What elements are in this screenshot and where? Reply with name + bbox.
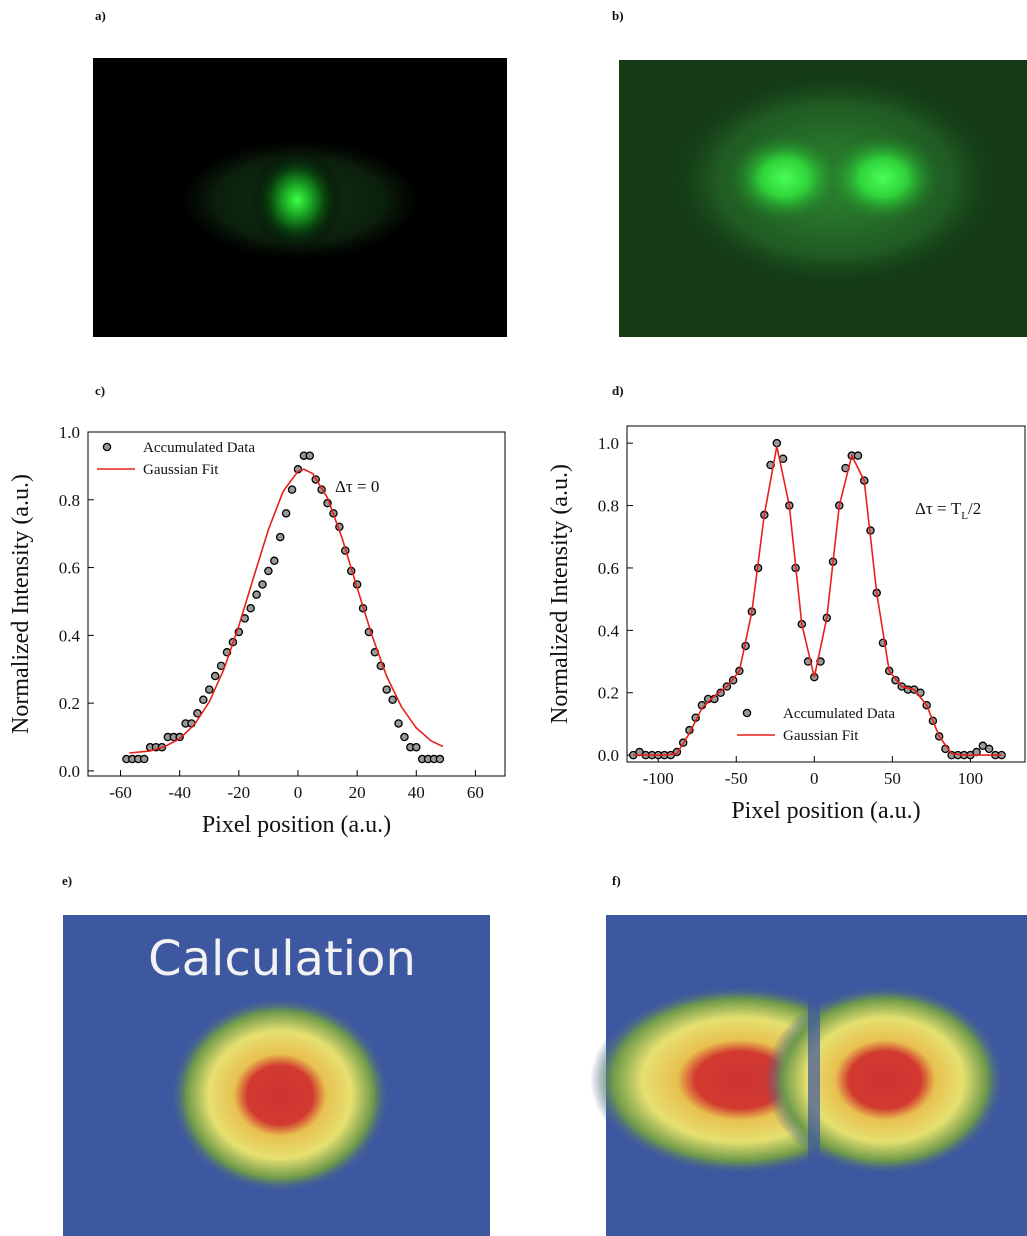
panel-label: c)	[95, 383, 105, 398]
y-tick-label: 0.6	[59, 559, 80, 578]
x-tick-label: -50	[725, 769, 748, 788]
annotation-part: Δτ = 0	[335, 477, 379, 496]
x-tick-label: 100	[958, 769, 984, 788]
panel-label: e)	[62, 873, 72, 888]
x-tick-label: 0	[294, 783, 303, 802]
annotation: Δτ = TL/2	[915, 499, 981, 522]
y-tick-label: 0.0	[59, 762, 80, 781]
spot	[765, 985, 1005, 1175]
y-tick-label: 0.6	[598, 559, 619, 578]
panel-label: b)	[612, 8, 624, 23]
legend-label: Accumulated Data	[143, 440, 255, 456]
data-point	[853, 451, 863, 460]
spot	[252, 150, 342, 250]
data-point	[252, 590, 261, 599]
x-tick-label: 40	[408, 783, 425, 802]
calculation-label: Calculation	[148, 931, 416, 987]
legend-marker	[742, 708, 752, 718]
panel-label: d)	[612, 383, 624, 398]
y-axis-label: Normalized Intensity (a.u.)	[8, 474, 34, 734]
data-point	[382, 685, 391, 694]
plot-frame	[626, 425, 1026, 763]
y-axis-label: Normalized Intensity (a.u.)	[547, 464, 573, 724]
data-point	[275, 532, 285, 542]
x-tick-label: -100	[643, 769, 674, 788]
x-axis-label: Pixel position (a.u.)	[731, 798, 920, 824]
data-point	[199, 695, 208, 704]
data-point	[210, 671, 220, 681]
legend-label: Accumulated Data	[783, 706, 895, 722]
panel-label: a)	[95, 8, 106, 23]
panel-label: f)	[612, 873, 621, 888]
legend-label: Gaussian Fit	[143, 462, 219, 478]
x-axis-label: Pixel position (a.u.)	[202, 812, 391, 838]
data-point	[246, 603, 255, 613]
gap	[808, 1000, 820, 1160]
x-tick-label: -60	[109, 783, 132, 802]
y-tick-label: 1.0	[598, 434, 619, 453]
spot	[170, 997, 390, 1193]
x-tick-label: 20	[349, 783, 366, 802]
data-point	[984, 744, 994, 754]
plot-frame	[87, 431, 506, 777]
data-point	[412, 742, 421, 752]
y-tick-label: 0.4	[59, 626, 81, 645]
data-point	[716, 688, 725, 697]
data-point	[388, 695, 397, 704]
data-point	[264, 566, 273, 576]
y-tick-label: 0.2	[59, 694, 80, 713]
fit-line	[633, 446, 1002, 756]
y-tick-label: 0.2	[598, 684, 619, 703]
data-point	[394, 719, 403, 728]
data-point	[435, 754, 445, 764]
annotation: Δτ = 0	[335, 477, 379, 496]
data-point	[270, 556, 279, 566]
x-tick-label: 50	[884, 769, 901, 788]
legend-label: Gaussian Fit	[783, 728, 859, 744]
legend-marker	[102, 442, 112, 452]
y-tick-label: 0.0	[598, 746, 619, 765]
data-point	[281, 509, 291, 518]
data-point	[258, 580, 267, 589]
data-point	[305, 451, 315, 460]
annotation-part: L	[961, 510, 968, 522]
fit-line	[129, 468, 444, 754]
x-tick-label: -20	[227, 783, 250, 802]
y-tick-label: 1.0	[59, 423, 80, 442]
spot	[725, 130, 845, 226]
data-point	[400, 732, 409, 742]
y-tick-label: 0.4	[598, 621, 620, 640]
y-tick-label: 0.8	[59, 491, 80, 510]
data-point	[287, 485, 297, 494]
x-tick-label: -40	[168, 783, 191, 802]
x-tick-label: 60	[467, 783, 484, 802]
y-tick-label: 0.8	[598, 497, 619, 516]
data-point	[139, 754, 149, 764]
annotation-part: Δτ = T	[915, 499, 962, 518]
spot	[823, 130, 943, 226]
x-tick-label: 0	[810, 769, 819, 788]
annotation-part: /2	[968, 499, 981, 518]
data-point	[205, 685, 214, 694]
data-point	[772, 438, 782, 448]
